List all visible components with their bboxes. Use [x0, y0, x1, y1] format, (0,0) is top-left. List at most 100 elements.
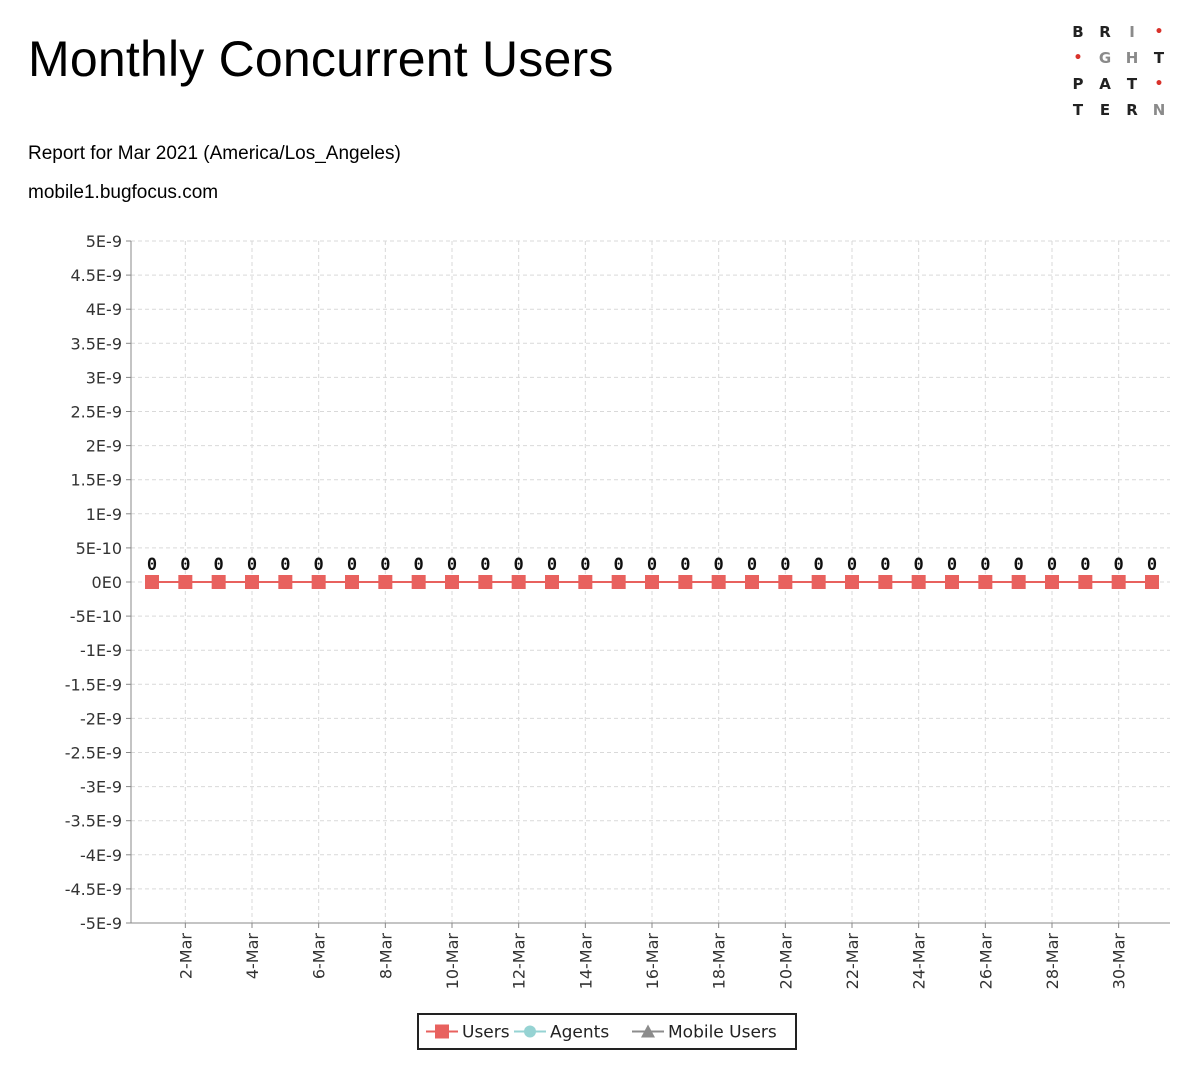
y-tick-label: -5E-9 — [80, 914, 122, 933]
data-point — [845, 575, 859, 589]
report-period: Report for Mar 2021 (America/Los_Angeles… — [28, 143, 401, 164]
data-label: 0 — [1147, 555, 1157, 575]
y-tick-label: 2E-9 — [86, 437, 122, 456]
data-point — [511, 575, 526, 589]
data-point — [711, 575, 726, 589]
legend-marker — [641, 1024, 655, 1038]
legend-marker — [524, 1025, 536, 1038]
data-label: 0 — [747, 555, 757, 575]
data-label: 0 — [914, 555, 924, 575]
x-tick-label: 6-Mar — [310, 933, 329, 980]
data-label: 0 — [647, 555, 657, 575]
data-point — [445, 575, 459, 589]
x-tick-label: 12-Mar — [510, 933, 529, 990]
logo-letter: P — [1072, 75, 1084, 93]
data-label: 0 — [314, 555, 324, 575]
data-point — [978, 575, 993, 589]
logo-dot: • — [1154, 24, 1164, 40]
data-label: 0 — [214, 555, 224, 575]
data-point — [678, 575, 693, 589]
data-point — [611, 575, 626, 589]
data-label: 0 — [814, 555, 824, 575]
y-tick-label: -2E-9 — [80, 709, 122, 728]
y-tick-label: 4E-9 — [86, 300, 122, 319]
x-tick-label: 10-Mar — [443, 933, 462, 990]
data-label: 0 — [280, 555, 290, 575]
data-point — [345, 575, 359, 589]
y-tick-label: 3.5E-9 — [70, 334, 122, 353]
data-label: 0 — [147, 555, 157, 575]
x-tick-label: 24-Mar — [910, 933, 929, 990]
y-tick-label: -1E-9 — [80, 641, 122, 660]
data-point — [378, 575, 393, 589]
x-tick-label: 8-Mar — [376, 933, 395, 980]
y-tick-label: 1.5E-9 — [70, 471, 122, 490]
logo-letter: T — [1126, 75, 1138, 93]
x-tick-label: 2-Mar — [176, 933, 195, 980]
x-tick-label: 26-Mar — [976, 933, 995, 990]
data-point — [245, 575, 259, 589]
x-tick-label: 30-Mar — [1110, 933, 1129, 990]
data-label: 0 — [447, 555, 457, 575]
host-name: mobile1.bugfocus.com — [28, 182, 219, 203]
data-point — [811, 575, 826, 589]
logo-letter: B — [1072, 23, 1084, 41]
data-label: 0 — [514, 555, 524, 575]
concurrent-users-chart: 5E-9 4.5E-9 4E-9 3.5E-9 3E-9 2.5E-9 2E-9 1.5E-9… — [65, 232, 1170, 1050]
data-label: 0 — [1114, 555, 1124, 575]
data-label: 0 — [714, 555, 724, 575]
x-tick-label: 18-Mar — [710, 933, 729, 990]
y-tick-label: -4.5E-9 — [65, 880, 122, 899]
data-label: 0 — [947, 555, 957, 575]
page-title: Monthly Concurrent Users — [28, 31, 614, 87]
data-point — [878, 575, 893, 589]
logo-letter: G — [1098, 49, 1112, 67]
bright-pattern-logo: B R I • • G H T P A T • T E R N — [1068, 22, 1178, 122]
data-point — [578, 575, 593, 589]
data-label: 0 — [780, 555, 790, 575]
data-label: 0 — [614, 555, 624, 575]
data-point — [311, 575, 326, 589]
data-point — [1011, 575, 1026, 589]
data-point — [1045, 575, 1059, 589]
data-label: 0 — [880, 555, 890, 575]
data-label: 0 — [347, 555, 357, 575]
data-point — [945, 575, 959, 589]
data-point — [778, 575, 793, 589]
y-tick-label: 4.5E-9 — [70, 266, 122, 285]
y-tick-label: 1E-9 — [86, 505, 122, 524]
data-label: 0 — [414, 555, 424, 575]
data-point — [1111, 575, 1126, 589]
data-label: 0 — [1047, 555, 1057, 575]
legend-label: Users — [462, 1023, 510, 1043]
y-tick-label: -1.5E-9 — [65, 675, 122, 694]
data-label: 0 — [547, 555, 557, 575]
x-tick-label: 28-Mar — [1043, 933, 1062, 990]
logo-letter: R — [1126, 101, 1138, 119]
logo-letter: T — [1072, 101, 1084, 119]
data-label: 0 — [1080, 555, 1090, 575]
y-tick-label: 5E-10 — [76, 539, 122, 558]
legend-label: Mobile Users — [668, 1023, 777, 1043]
data-point — [1078, 575, 1093, 589]
logo-dot: • — [1154, 76, 1164, 92]
legend-label: Agents — [550, 1023, 609, 1043]
data-point — [645, 575, 659, 589]
data-label: 0 — [1014, 555, 1024, 575]
data-point — [745, 575, 759, 589]
legend-marker — [435, 1024, 449, 1039]
data-label: 0 — [580, 555, 590, 575]
y-tick-label: -4E-9 — [80, 846, 122, 865]
data-label: 0 — [247, 555, 257, 575]
data-point — [411, 575, 426, 589]
data-label: 0 — [380, 555, 390, 575]
x-tick-label: 4-Mar — [243, 933, 262, 980]
logo-letter: N — [1152, 101, 1166, 119]
data-point — [178, 575, 193, 589]
data-point — [278, 575, 293, 589]
logo-letter: T — [1153, 49, 1165, 67]
data-label: 0 — [480, 555, 490, 575]
logo-letter: R — [1099, 23, 1111, 41]
data-point — [211, 575, 226, 589]
data-label: 0 — [680, 555, 690, 575]
